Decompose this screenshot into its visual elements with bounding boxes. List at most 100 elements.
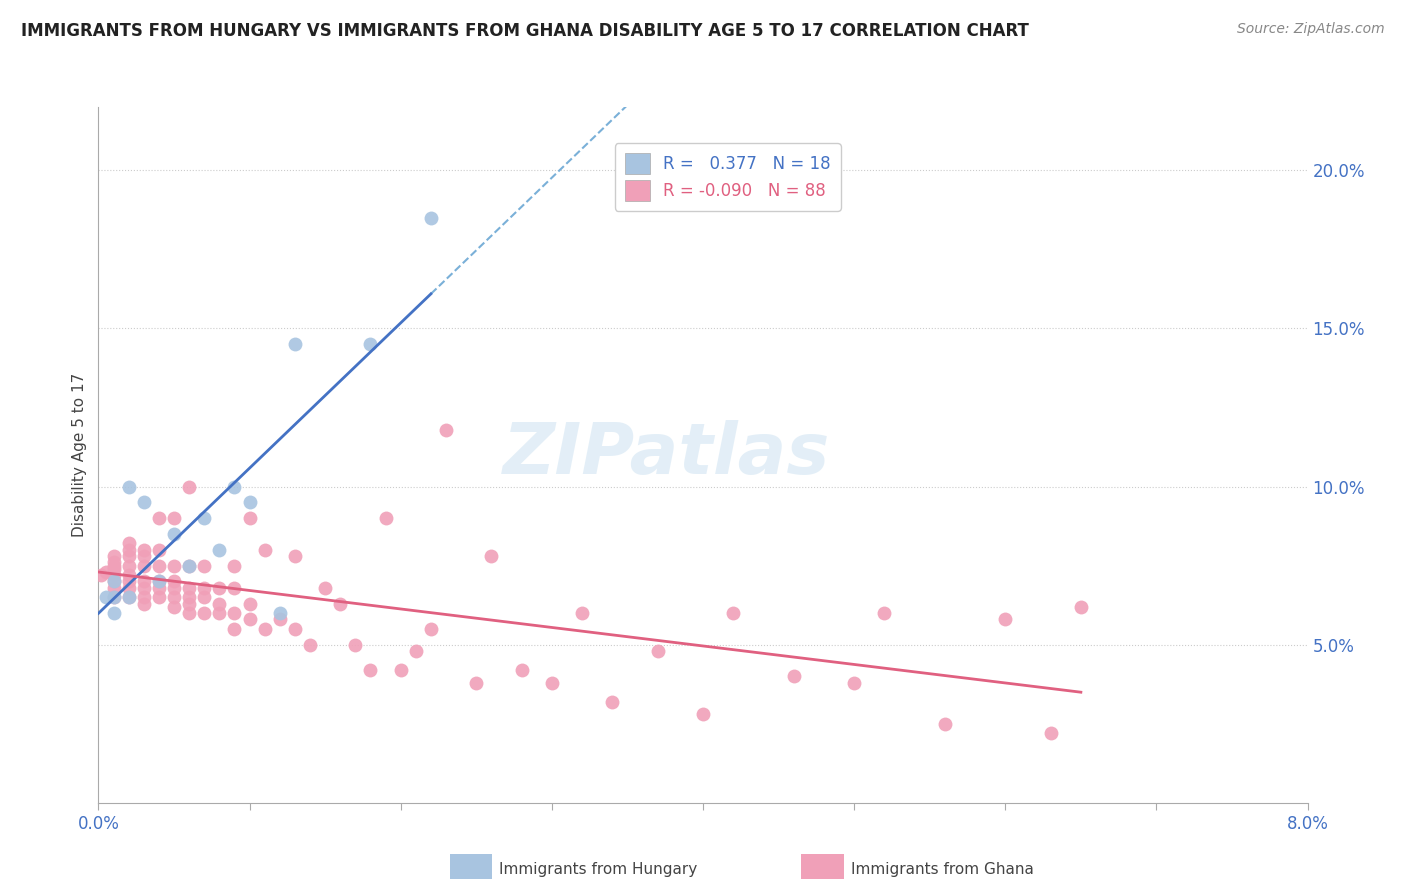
Point xyxy=(602,695,624,709)
Point xyxy=(148,574,170,589)
Point xyxy=(224,622,246,636)
Text: Source: ZipAtlas.com: Source: ZipAtlas.com xyxy=(1237,22,1385,37)
Point xyxy=(723,606,745,620)
Point xyxy=(179,597,201,611)
Point xyxy=(510,663,533,677)
Point xyxy=(163,581,186,595)
Point xyxy=(118,591,141,605)
Text: Immigrants from Ghana: Immigrants from Ghana xyxy=(851,863,1033,877)
Point xyxy=(132,542,155,557)
Point xyxy=(420,211,443,225)
Point xyxy=(299,638,322,652)
Point xyxy=(284,622,307,636)
Point xyxy=(329,597,352,611)
Point xyxy=(193,511,215,525)
Point xyxy=(103,574,125,589)
Point xyxy=(934,716,956,731)
Point xyxy=(208,597,231,611)
Point xyxy=(783,669,806,683)
Point xyxy=(239,597,262,611)
Point xyxy=(208,606,231,620)
Point xyxy=(103,558,125,573)
Point xyxy=(253,542,276,557)
Legend: R =   0.377   N = 18, R = -0.090   N = 88: R = 0.377 N = 18, R = -0.090 N = 88 xyxy=(614,144,841,211)
Point xyxy=(239,495,262,509)
Point xyxy=(118,591,141,605)
Point xyxy=(374,511,396,525)
Point xyxy=(692,707,714,722)
Point xyxy=(103,581,125,595)
Point xyxy=(193,558,215,573)
Point xyxy=(94,591,117,605)
Point xyxy=(179,591,201,605)
Point xyxy=(873,606,896,620)
Point xyxy=(344,638,367,652)
Point xyxy=(1039,726,1062,740)
Point xyxy=(163,591,186,605)
Point xyxy=(208,542,231,557)
Point xyxy=(179,479,201,493)
Point xyxy=(132,549,155,563)
Point xyxy=(132,597,155,611)
Point xyxy=(132,581,155,595)
Point xyxy=(193,591,215,605)
Point xyxy=(148,591,170,605)
Point xyxy=(148,581,170,595)
Point xyxy=(132,495,155,509)
Point xyxy=(541,675,564,690)
Point xyxy=(239,612,262,626)
Point xyxy=(193,606,215,620)
Point xyxy=(389,663,412,677)
Point xyxy=(118,568,141,582)
Point xyxy=(148,574,170,589)
Point xyxy=(148,542,170,557)
Point xyxy=(118,536,141,550)
Point xyxy=(103,606,125,620)
Point xyxy=(224,581,246,595)
Point xyxy=(103,568,125,582)
Point xyxy=(844,675,866,690)
Point xyxy=(118,542,141,557)
Point xyxy=(405,644,427,658)
Point xyxy=(103,591,125,605)
Point xyxy=(360,663,382,677)
Point xyxy=(420,622,443,636)
Point xyxy=(103,549,125,563)
Text: IMMIGRANTS FROM HUNGARY VS IMMIGRANTS FROM GHANA DISABILITY AGE 5 TO 17 CORRELAT: IMMIGRANTS FROM HUNGARY VS IMMIGRANTS FR… xyxy=(21,22,1029,40)
Point xyxy=(284,337,307,351)
Point xyxy=(118,574,141,589)
Point xyxy=(163,599,186,614)
Point xyxy=(103,591,125,605)
Point xyxy=(132,574,155,589)
Text: Immigrants from Hungary: Immigrants from Hungary xyxy=(499,863,697,877)
Point xyxy=(269,606,291,620)
Point xyxy=(163,527,186,541)
Point xyxy=(224,479,246,493)
Point xyxy=(284,549,307,563)
Point xyxy=(118,549,141,563)
Point xyxy=(994,612,1017,626)
Point xyxy=(253,622,276,636)
Point xyxy=(239,511,262,525)
Y-axis label: Disability Age 5 to 17: Disability Age 5 to 17 xyxy=(72,373,87,537)
Point xyxy=(179,558,201,573)
Point xyxy=(224,606,246,620)
Point xyxy=(179,558,201,573)
Point xyxy=(132,558,155,573)
Point xyxy=(103,556,125,570)
Point xyxy=(132,591,155,605)
Point xyxy=(163,558,186,573)
Point xyxy=(179,581,201,595)
Point xyxy=(163,574,186,589)
Point xyxy=(224,558,246,573)
Point xyxy=(269,612,291,626)
Point xyxy=(118,479,141,493)
Text: ZIPatlas: ZIPatlas xyxy=(503,420,831,490)
Point xyxy=(434,423,457,437)
Point xyxy=(179,606,201,620)
Point xyxy=(163,511,186,525)
Point xyxy=(90,568,112,582)
Point xyxy=(118,558,141,573)
Point xyxy=(148,511,170,525)
Point xyxy=(314,581,336,595)
